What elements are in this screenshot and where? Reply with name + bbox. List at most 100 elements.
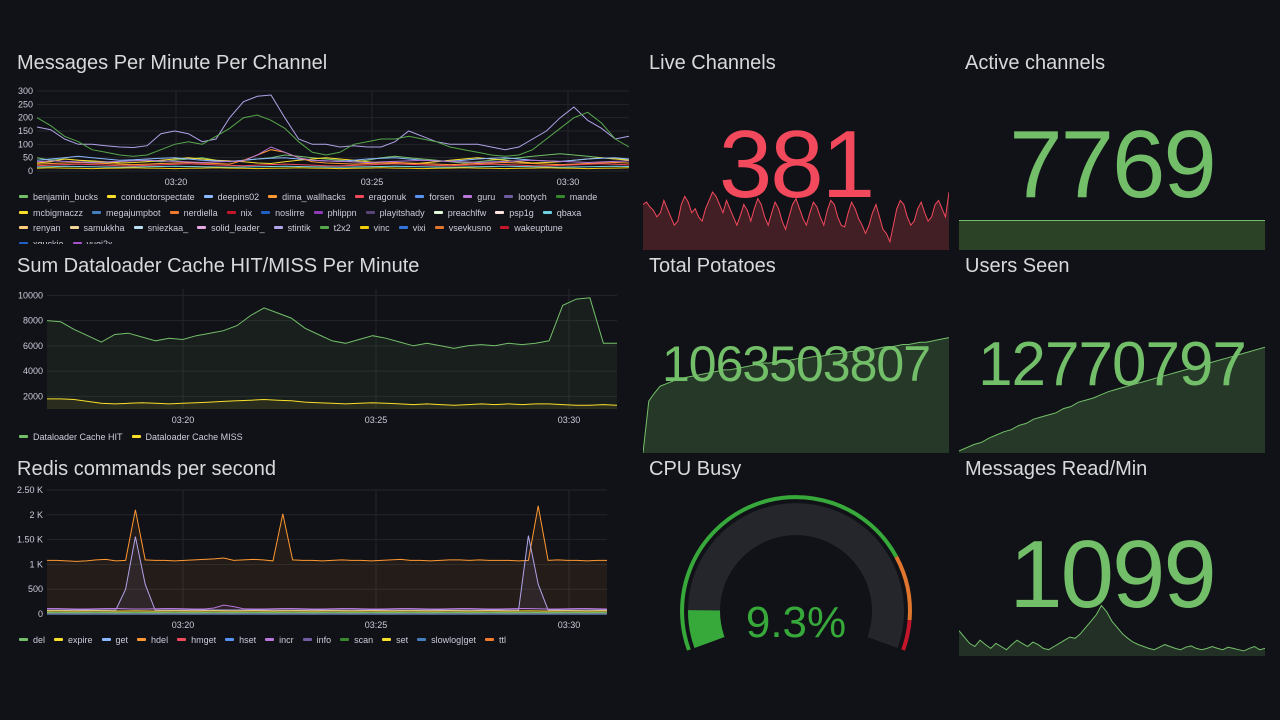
- legend-swatch-icon: [72, 241, 82, 244]
- messages-legend-item[interactable]: guru: [463, 190, 495, 206]
- y-tick-label: 2 K: [29, 510, 43, 520]
- gauge-threshold-green: [680, 495, 899, 651]
- legend-swatch-icon: [177, 638, 187, 642]
- legend-label: renyan: [33, 223, 61, 233]
- legend-label: vixi: [412, 223, 426, 233]
- messages-legend-item[interactable]: benjamin_bucks: [19, 190, 98, 206]
- redis-legend-item[interactable]: hdel: [137, 633, 168, 649]
- redis-legend-item[interactable]: hmget: [177, 633, 216, 649]
- redis-panel-title[interactable]: Redis commands per second: [17, 458, 277, 480]
- messages-legend-item[interactable]: solid_leader_: [197, 221, 265, 237]
- cache-chart[interactable]: 2000 4000 6000 8000 10000 03:20 03:25 03:30: [17, 289, 629, 429]
- redis-legend-item[interactable]: del: [19, 633, 45, 649]
- legend-label: get: [115, 635, 129, 645]
- messages-read-panel: Messages Read/Min 1099: [959, 458, 1265, 656]
- messages-legend-item[interactable]: forsen: [415, 190, 454, 206]
- messages-legend: benjamin_bucks conductorspectate deepins02…: [19, 190, 625, 244]
- legend-swatch-icon: [417, 638, 427, 642]
- legend-swatch-icon: [261, 210, 271, 214]
- messages-panel-title[interactable]: Messages Per Minute Per Channel: [17, 52, 328, 74]
- messages-legend-item[interactable]: yugi2x: [72, 237, 113, 244]
- cache-legend-item[interactable]: Dataloader Cache MISS: [131, 430, 243, 446]
- legend-swatch-icon: [197, 226, 207, 230]
- messages-legend-item[interactable]: wakeuptune: [500, 221, 563, 237]
- legend-swatch-icon: [365, 210, 375, 214]
- total-potatoes-sparkline: [643, 337, 949, 453]
- messages-legend-item[interactable]: noslirre: [261, 206, 305, 222]
- redis-legend: del expire get hdel hmget hset incr info scan set…: [19, 633, 625, 650]
- messages-legend-item[interactable]: nerdiella: [169, 206, 218, 222]
- legend-swatch-icon: [226, 210, 236, 214]
- redis-legend-item[interactable]: slowlog|get: [417, 633, 476, 649]
- legend-label: hdel: [151, 635, 169, 645]
- messages-legend-item[interactable]: mande: [555, 190, 597, 206]
- redis-chart[interactable]: 0 500 1 K 1.50 K 2 K 2.50 K 03:20 03:25 03:30: [17, 485, 629, 630]
- x-tick-label: 03:20: [165, 177, 188, 187]
- cache-legend-item[interactable]: Dataloader Cache HIT: [19, 430, 123, 446]
- messages-legend-item[interactable]: deepins02: [203, 190, 259, 206]
- messages-legend-item[interactable]: qbaxa: [542, 206, 581, 222]
- redis-legend-item[interactable]: get: [101, 633, 129, 649]
- messages-read-value: 1099: [1009, 521, 1217, 628]
- cpu-busy-title[interactable]: CPU Busy: [649, 458, 742, 480]
- messages-legend-item[interactable]: playitshady: [365, 206, 425, 222]
- legend-swatch-icon: [495, 210, 505, 214]
- legend-swatch-icon: [273, 226, 283, 230]
- legend-label: xguckie: [33, 238, 64, 245]
- redis-legend-item[interactable]: ttl: [485, 633, 506, 649]
- redis-legend-item[interactable]: info: [302, 633, 332, 649]
- redis-legend-item[interactable]: hset: [225, 633, 256, 649]
- legend-label: vinc: [373, 223, 390, 233]
- cpu-busy-panel: CPU Busy 9.3%: [643, 458, 949, 656]
- messages-legend-item[interactable]: mcbigmaczz: [19, 206, 83, 222]
- legend-label: eragonuk: [368, 192, 407, 202]
- users-seen-title[interactable]: Users Seen: [965, 255, 1070, 277]
- messages-legend-item[interactable]: xguckie: [19, 237, 64, 245]
- legend-label: slowlog|get: [431, 635, 477, 645]
- messages-legend-item[interactable]: vsevkusno: [434, 221, 491, 237]
- users-seen-sparkline: [959, 346, 1265, 453]
- messages-legend-item[interactable]: vinc: [359, 221, 390, 237]
- legend-swatch-icon: [169, 210, 179, 214]
- messages-legend-item[interactable]: nix: [226, 206, 252, 222]
- redis-legend-item[interactable]: expire: [54, 633, 93, 649]
- legend-label: hmget: [191, 635, 217, 645]
- messages-legend-item[interactable]: preachlfw: [433, 206, 486, 222]
- messages-legend-item[interactable]: eragonuk: [354, 190, 407, 206]
- total-potatoes-title[interactable]: Total Potatoes: [649, 255, 776, 277]
- messages-legend-item[interactable]: sniezkaa_: [133, 221, 188, 237]
- gauge-track: [688, 503, 904, 648]
- legend-swatch-icon: [313, 210, 323, 214]
- series-line: [36, 146, 630, 164]
- active-channels-title[interactable]: Active channels: [965, 52, 1106, 74]
- sparkline-line: [643, 337, 949, 453]
- messages-chart[interactable]: 0 50 100 150 200 250 300 03:20 03:25 03:30: [17, 86, 630, 187]
- legend-label: scan: [354, 635, 374, 645]
- messages-legend-item[interactable]: vixi: [398, 221, 426, 237]
- legend-label: dima_wallhacks: [282, 192, 346, 202]
- series-line: [36, 165, 630, 168]
- series-line: [36, 149, 630, 166]
- messages-legend-item[interactable]: psp1g: [495, 206, 534, 222]
- live-channels-title[interactable]: Live Channels: [649, 52, 776, 74]
- messages-legend-item[interactable]: renyan: [19, 221, 61, 237]
- messages-read-title[interactable]: Messages Read/Min: [965, 458, 1148, 480]
- legend-label: info: [316, 635, 332, 645]
- legend-swatch-icon: [203, 195, 213, 199]
- series-area: [47, 605, 607, 614]
- messages-legend-item[interactable]: t2x2: [319, 221, 351, 237]
- legend-label: incr: [279, 635, 294, 645]
- messages-legend-item[interactable]: lootych: [504, 190, 547, 206]
- messages-legend-item[interactable]: megajumpbot: [92, 206, 161, 222]
- y-tick-label: 1 K: [29, 559, 43, 569]
- messages-legend-item[interactable]: conductorspectate: [107, 190, 195, 206]
- redis-legend-item[interactable]: set: [382, 633, 408, 649]
- cache-panel-title[interactable]: Sum Dataloader Cache HIT/MISS Per Minute: [17, 255, 420, 277]
- messages-legend-item[interactable]: stintik: [273, 221, 311, 237]
- sparkline-area: [959, 347, 1265, 453]
- messages-legend-item[interactable]: samukkha: [69, 221, 125, 237]
- redis-legend-item[interactable]: scan: [340, 633, 373, 649]
- messages-legend-item[interactable]: phlippn: [313, 206, 357, 222]
- messages-legend-item[interactable]: dima_wallhacks: [268, 190, 346, 206]
- redis-legend-item[interactable]: incr: [265, 633, 294, 649]
